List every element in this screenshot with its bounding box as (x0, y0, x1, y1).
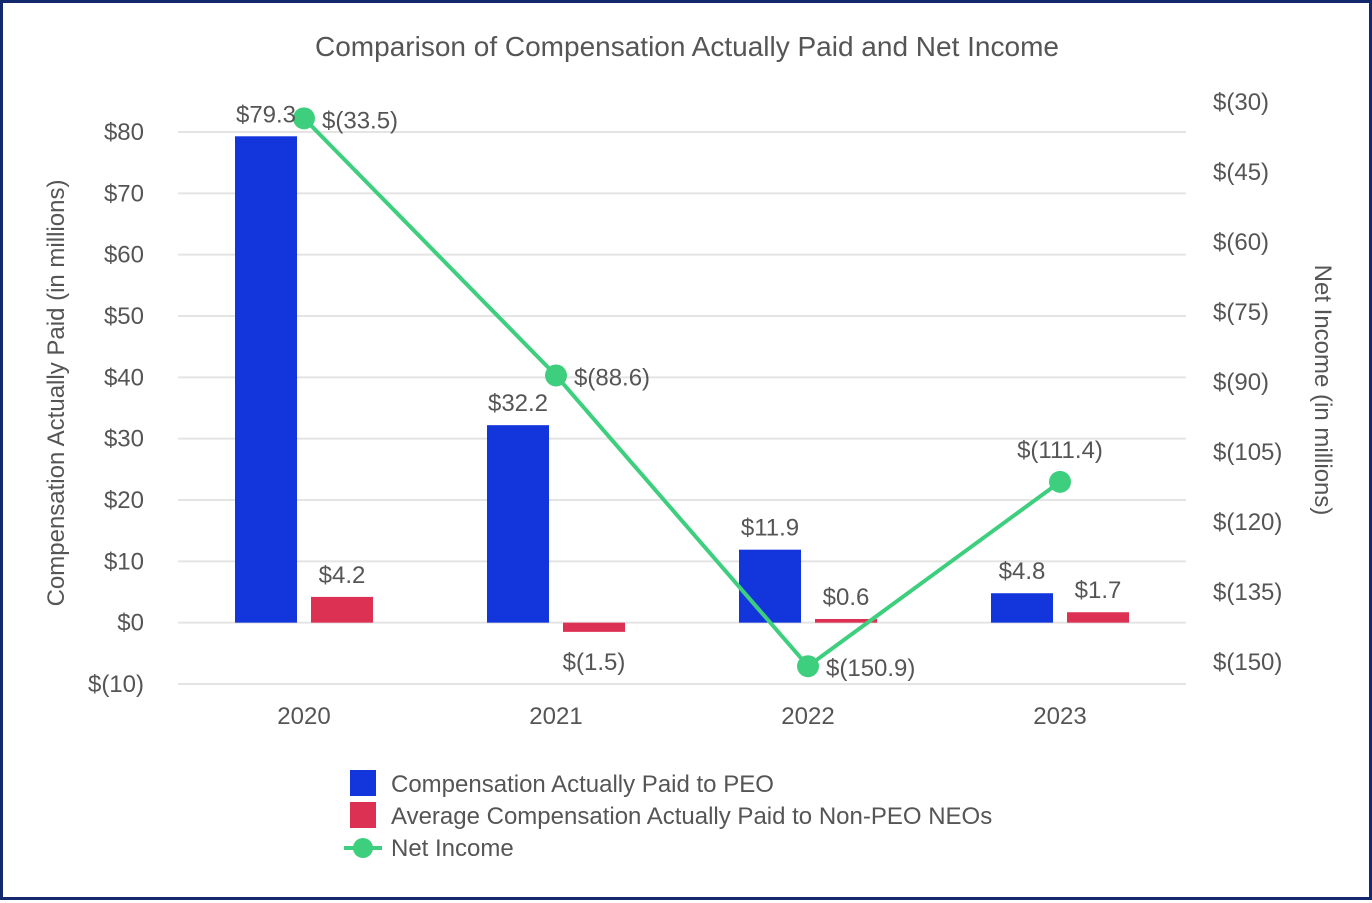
bar-series (235, 136, 1129, 632)
x-axis-ticks: 2020 2021 2022 2023 (277, 703, 1086, 730)
y-tick-label: $80 (104, 119, 144, 146)
net-income-point (545, 364, 567, 387)
bar-data-label: $32.2 (488, 390, 548, 417)
y2-tick-label: $(120) (1213, 509, 1282, 536)
y-tick-label: $(10) (88, 671, 144, 698)
chart-canvas: Comparison of Compensation Actually Paid… (43, 31, 1336, 862)
bar-data-label: $1.7 (1075, 577, 1122, 604)
x-tick-label: 2022 (781, 703, 834, 730)
y2-tick-label: $(105) (1213, 439, 1282, 466)
right-axis-ticks: $(30) $(45) $(60) $(75) $(90) $(105) $(120) $(1… (1213, 89, 1282, 676)
net-income-point (797, 655, 819, 678)
y-tick-label: $40 (104, 364, 144, 391)
net-income-point (293, 107, 315, 130)
chart-title: Comparison of Compensation Actually Paid… (315, 31, 1059, 62)
bar (1067, 612, 1129, 623)
y2-tick-label: $(60) (1213, 229, 1269, 256)
x-tick-label: 2020 (277, 703, 330, 730)
legend-swatch-non-peo (350, 802, 376, 828)
y-tick-label: $30 (104, 426, 144, 453)
y2-tick-label: $(90) (1213, 369, 1269, 396)
x-tick-label: 2023 (1033, 703, 1086, 730)
y-tick-label: $60 (104, 242, 144, 269)
y2-tick-label: $(75) (1213, 299, 1269, 326)
bar-data-label: $4.8 (999, 558, 1046, 585)
net-income-data-label: $(33.5) (322, 107, 398, 134)
left-axis-title: Compensation Actually Paid (in millions) (43, 180, 70, 607)
y-tick-label: $20 (104, 487, 144, 514)
line-series (293, 107, 1071, 678)
y2-tick-label: $(45) (1213, 159, 1269, 186)
bar (739, 549, 801, 623)
legend-label-net-income: Net Income (391, 835, 514, 862)
net-income-line (302, 116, 1062, 669)
legend-label-peo: Compensation Actually Paid to PEO (391, 771, 774, 798)
bar (563, 622, 625, 632)
x-tick-label: 2021 (529, 703, 582, 730)
bar-data-label: $79.3 (236, 101, 296, 128)
bar (235, 136, 297, 623)
y-tick-label: $50 (104, 303, 144, 330)
bar-data-label: $11.9 (741, 515, 799, 542)
y2-tick-label: $(150) (1213, 649, 1282, 676)
bar (487, 425, 549, 623)
y2-tick-label: $(30) (1213, 89, 1269, 116)
legend-label-non-peo: Average Compensation Actually Paid to No… (391, 803, 992, 830)
net-income-data-label: $(150.9) (826, 655, 915, 682)
net-income-point (1049, 470, 1071, 493)
bar-data-label: $4.2 (319, 562, 366, 589)
bar (991, 593, 1053, 623)
net-income-data-label: $(88.6) (574, 364, 650, 391)
gridlines (178, 131, 1186, 685)
data-labels: $79.3 $32.2 $11.9 $4.8 $4.2 $(1.5) $0.6 $1.7 $(3… (236, 101, 1121, 682)
legend-marker-net-income (353, 838, 373, 858)
bar-data-label: $0.6 (823, 584, 870, 611)
legend: Compensation Actually Paid to PEO Averag… (344, 770, 992, 862)
y-tick-label: $0 (117, 610, 144, 637)
y-tick-label: $70 (104, 180, 144, 207)
y-tick-label: $10 (104, 548, 144, 575)
bar (311, 596, 373, 623)
legend-swatch-peo (350, 770, 376, 796)
left-axis-ticks: $80 $70 $60 $50 $40 $30 $20 $10 $0 $(10) (88, 119, 144, 698)
net-income-data-label: $(111.4) (1017, 437, 1103, 464)
y2-tick-label: $(135) (1213, 579, 1282, 606)
right-axis-title: Net Income (in millions) (1309, 265, 1336, 516)
bar-data-label: $(1.5) (563, 649, 626, 676)
bar (815, 618, 877, 623)
